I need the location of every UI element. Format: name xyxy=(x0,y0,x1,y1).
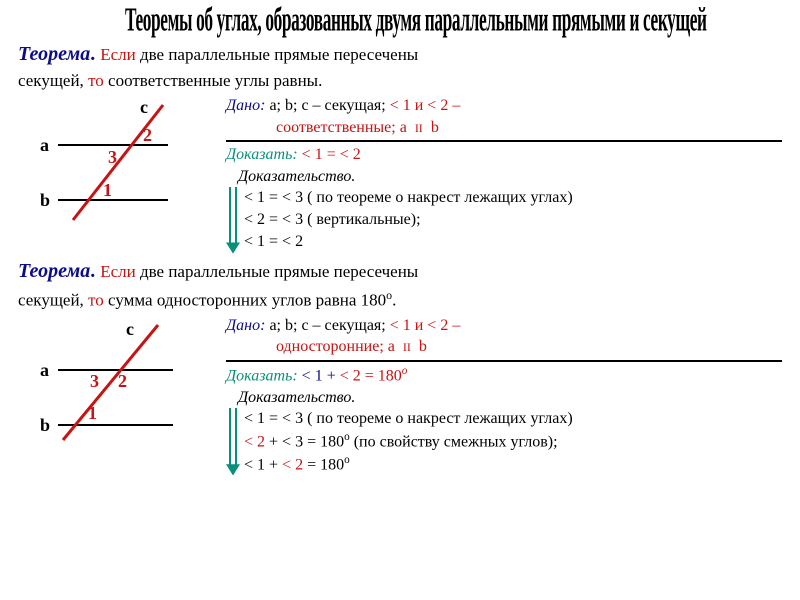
proof-1: Дано: a; b; c – секущая; < 1 и < 2 – соо… xyxy=(226,95,782,254)
proof-label-2: Доказательство. xyxy=(238,387,782,409)
step1-3: < 1 = < 2 xyxy=(244,231,782,253)
label-c1: c xyxy=(140,97,148,118)
label-ang2-1: 2 xyxy=(143,125,152,146)
theorem1-statement: Теорема. Если две параллельные прямые пе… xyxy=(18,41,782,68)
prove-1: Доказать: < 1 = < 2 xyxy=(226,144,782,166)
proof-steps-2: < 1 = < 3 ( по теореме о накрест лежащих… xyxy=(226,408,782,475)
theorem-label-2: Теорема xyxy=(18,260,90,282)
down-arrow-icon xyxy=(226,187,240,254)
theorem2-statement: Теорема. Если две параллельные прямые пе… xyxy=(18,258,782,285)
theorem2-block: a b c 3 2 1 Дано: a; b; c – секущая; < 1… xyxy=(18,315,782,476)
down-arrow-icon-2 xyxy=(226,408,240,475)
proof-steps-1: < 1 = < 3 ( по теореме о накрест лежащих… xyxy=(226,187,782,254)
theorem2-statement-b: секущей, то сумма односторонних углов ра… xyxy=(18,287,782,313)
step2-1: < 1 = < 3 ( по теореме о накрест лежащих… xyxy=(244,408,782,430)
label-ang2-2: 2 xyxy=(118,371,127,392)
label-ang3-1: 3 xyxy=(108,147,117,168)
theorem1-statement-b: секущей, то соответственные углы равны. xyxy=(18,70,782,93)
step2-3: < 1 + < 2 = 180о xyxy=(244,453,782,476)
theorem1-block: a b c 2 3 1 Дано: a; b; c – секущая; < 1… xyxy=(18,95,782,254)
label-a2: a xyxy=(40,360,49,381)
step1-2: < 2 = < 3 ( вертикальные); xyxy=(244,209,782,231)
label-b2: b xyxy=(40,415,50,436)
label-ang3-2: 3 xyxy=(90,371,99,392)
step2-2: < 2 + < 3 = 180о (по свойству смежных уг… xyxy=(244,430,782,453)
diagram-2: a b c 3 2 1 xyxy=(18,315,208,445)
proof-label-1: Доказательство. xyxy=(238,166,782,188)
page-title: Теоремы об углах, образованных двумя пар… xyxy=(125,3,675,41)
step1-1: < 1 = < 3 ( по теореме о накрест лежащих… xyxy=(244,187,782,209)
theorem-label-1: Теорема xyxy=(18,43,90,65)
diagram-1: a b c 2 3 1 xyxy=(18,95,208,225)
label-a1: a xyxy=(40,135,49,156)
label-ang1-2: 1 xyxy=(88,403,97,424)
label-b1: b xyxy=(40,190,50,211)
label-c2: c xyxy=(126,319,134,340)
given-1: Дано: a; b; c – секущая; < 1 и < 2 – соо… xyxy=(226,95,782,142)
prove-2: Доказать: < 1 + < 2 = 180о xyxy=(226,364,782,387)
label-ang1-1: 1 xyxy=(103,180,112,201)
proof-2: Дано: a; b; c – секущая; < 1 и < 2 – одн… xyxy=(226,315,782,476)
given-2: Дано: a; b; c – секущая; < 1 и < 2 – одн… xyxy=(226,315,782,362)
